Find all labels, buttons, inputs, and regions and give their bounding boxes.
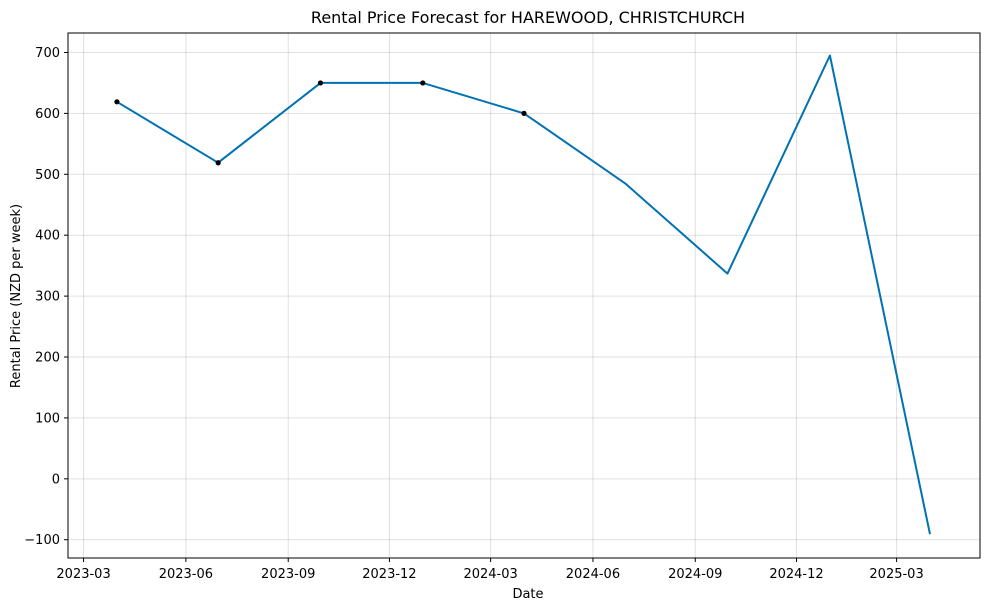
y-axis: −100 0 100 200 300 400 500 600 700	[24, 46, 68, 548]
y-tick-label: 700	[35, 46, 60, 61]
x-tick-label: 2023-12	[362, 567, 416, 582]
observed-point	[114, 99, 120, 105]
x-tick-label: 2024-06	[566, 567, 620, 582]
y-tick-label: 0	[52, 472, 60, 487]
x-axis: 2023-03 2023-06 2023-09 2023-12 2024-03 2024-…	[56, 558, 924, 582]
x-tick-label: 2023-06	[159, 567, 213, 582]
observed-point	[317, 80, 324, 86]
x-tick-label: 2024-12	[769, 567, 823, 582]
y-axis-label: Rental Price (NZD per week)	[9, 204, 24, 388]
y-tick-label: −100	[24, 533, 60, 548]
x-tick-label: 2024-03	[463, 567, 517, 582]
series-layer	[116, 54, 931, 535]
y-tick-label: 300	[35, 290, 60, 305]
forecast-line	[116, 54, 931, 535]
x-axis-label: Date	[512, 587, 543, 602]
y-tick-label: 400	[35, 229, 60, 244]
observed-point	[521, 110, 527, 116]
x-tick-label: 2023-03	[56, 567, 110, 582]
observed-points	[114, 80, 527, 166]
axes-frame	[67, 32, 981, 559]
observed-point	[420, 80, 426, 86]
x-tick-label: 2023-09	[261, 567, 315, 582]
plot-frame	[67, 32, 981, 559]
y-tick-label: 600	[35, 107, 60, 122]
observed-point	[215, 160, 221, 166]
chart-title: Rental Price Forecast for HAREWOOD, CHRI…	[311, 8, 745, 27]
x-tick-label: 2024-09	[668, 567, 722, 582]
y-tick-label: 100	[35, 411, 60, 426]
x-tick-label: 2025-03	[869, 567, 923, 582]
y-tick-label: 500	[35, 168, 60, 183]
y-tick-label: 200	[35, 351, 60, 366]
